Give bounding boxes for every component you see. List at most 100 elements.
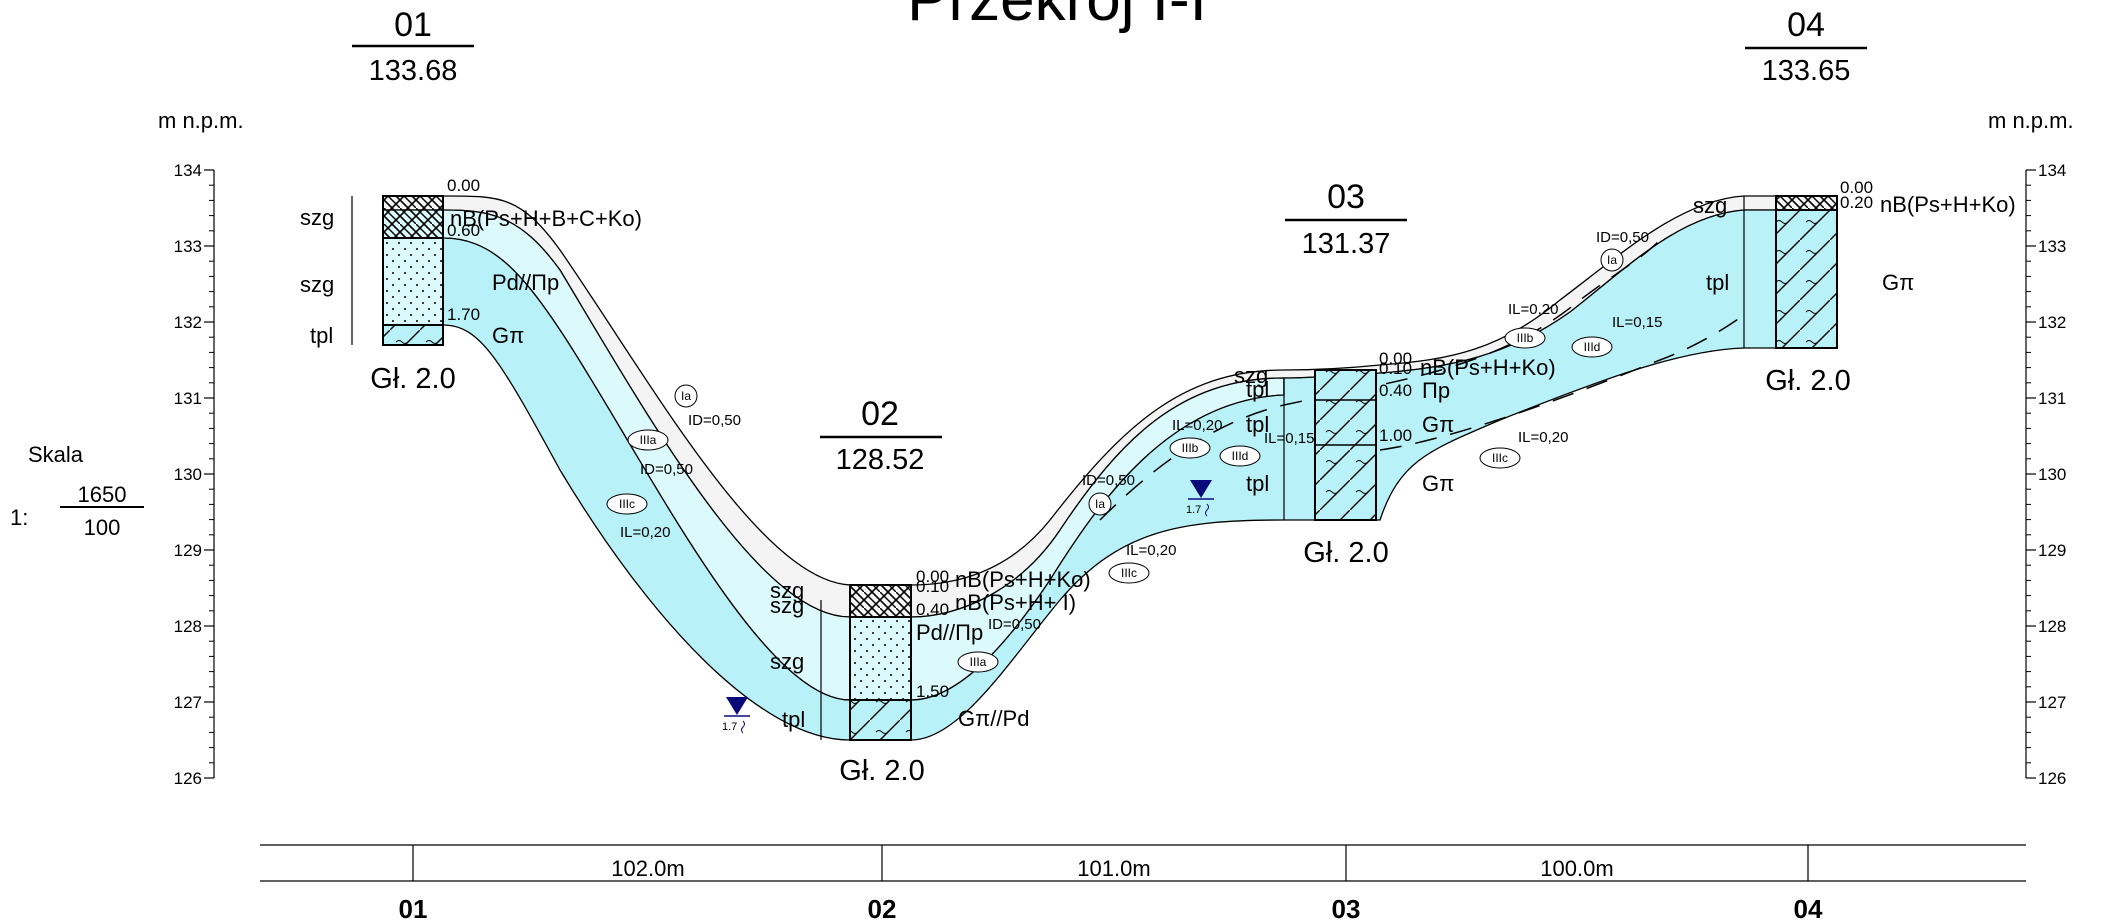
layer-label: tpl [1706, 270, 1729, 295]
distance-table: 102.0m 101.0m 100.0m 01 02 03 04 [260, 844, 2026, 924]
elevation-axis-right: 134 133 132 131 130 129 128 127 126 [2025, 161, 2066, 788]
layer-label: Pd//Пp [492, 270, 559, 295]
borehole-elevation: 131.37 [1302, 228, 1391, 260]
table-borehole-02: 02 [868, 894, 897, 919]
layer-label: Pd//Пp [916, 620, 983, 645]
borehole-03-depth: Gł. 2.0 [1303, 537, 1388, 569]
depth-marker: 0.10 [1379, 359, 1412, 378]
soil-code-ellipse [957, 651, 999, 673]
water-table-marker-2: 1.7 [1186, 480, 1214, 517]
soil-code-label: IIIa [970, 655, 987, 669]
axis-tick-label: 133 [174, 237, 202, 256]
axis-tick-label: 132 [2038, 313, 2066, 332]
axis-tick-label: 126 [2038, 769, 2066, 788]
soil-code-ellipse [1600, 248, 1624, 272]
distance-03-04: 100.0m [1540, 856, 1613, 881]
clay-block [382, 324, 444, 346]
depth-marker: 0.00 [1379, 349, 1412, 368]
axis-tick-label: 134 [2038, 161, 2066, 180]
soil-code-markers: Ia IIIa IIIc IIIa Ia IIIc IIIb IIId IIIc IIIb IIId… [606, 248, 1624, 673]
layer-label: Gπ [1422, 471, 1454, 496]
layer-label: tpl [1246, 412, 1269, 437]
borehole-02-header: 02 128.52 [820, 395, 942, 476]
soil-code-label: IIId [1584, 340, 1601, 354]
clay-block [1775, 209, 1838, 349]
borehole-02-depth: Gł. 2.0 [839, 755, 924, 787]
borehole-elevation: 133.65 [1762, 55, 1851, 87]
depth-marker: 1.00 [1379, 426, 1412, 445]
borehole-01-depth: Gł. 2.0 [370, 363, 455, 395]
layer-label: tpl [310, 323, 333, 348]
table-borehole-03: 03 [1332, 894, 1361, 919]
soil-code-label: IIIc [1492, 451, 1508, 465]
soil-code-label: IIIc [619, 497, 635, 511]
layer-label: Gπ//Pd [958, 706, 1029, 731]
sand-pattern [382, 237, 444, 326]
soil-code-ellipse [1088, 492, 1112, 516]
index-annotation: ID=0,50 [988, 616, 1041, 633]
soil-code-label: Ia [1095, 497, 1105, 511]
index-annotation: ID=0,50 [1082, 472, 1135, 489]
soil-code-ellipse [1219, 445, 1261, 467]
index-annotation: IL=0,15 [1612, 314, 1662, 331]
index-annotation: IL=0,20 [1518, 429, 1568, 446]
unit-label-right: m n.p.m. [1988, 108, 2074, 133]
water-level-label: 1.7 [722, 721, 737, 733]
depth-marker: 0.40 [1379, 381, 1412, 400]
water-level-label: 1.7 [1186, 504, 1201, 516]
axis-tick-label: 131 [174, 389, 202, 408]
water-table-marker-1: 1.7 [722, 697, 750, 734]
fill-soil-block [849, 584, 912, 618]
scale-label: Skala [28, 442, 84, 467]
soil-code-ellipse [606, 493, 648, 515]
borehole-elevation: 128.52 [836, 444, 925, 476]
axis-tick-label: 130 [174, 465, 202, 484]
axis-tick-label: 133 [2038, 237, 2066, 256]
fill-soil-block [1775, 195, 1838, 211]
borehole-01-header: 01 133.68 [352, 6, 474, 87]
borehole-03-header: 03 131.37 [1285, 178, 1407, 260]
soil-code-label: IIIb [1182, 441, 1199, 455]
table-borehole-04: 04 [1794, 894, 1823, 919]
soil-code-label: Ia [1607, 253, 1617, 267]
layer-label: Пp [1422, 378, 1450, 403]
layer-label: nB(Ps+H+Ko) [1880, 192, 2016, 217]
axis-tick-label: 132 [174, 313, 202, 332]
borehole-02-column [820, 584, 912, 741]
depth-marker: 0.00 [916, 567, 949, 586]
layer-label: nB(Ps+H+ I) [955, 590, 1076, 615]
index-annotation: ID=0,50 [688, 412, 741, 429]
axis-tick-label: 129 [174, 541, 202, 560]
depth-marker: 1.70 [447, 305, 480, 324]
water-wave [741, 720, 745, 734]
axis-tick-label: 128 [174, 617, 202, 636]
layer-label: nB(Ps+H+B+C+Ko) [450, 206, 642, 231]
index-annotation: IL=0,20 [1126, 542, 1176, 559]
index-annotation: IL=0,20 [1508, 301, 1558, 318]
scale-numerator: 1650 [78, 482, 127, 507]
depth-marker: 0.00 [1840, 178, 1873, 197]
soil-code-ellipse [1571, 336, 1613, 358]
unit-label-left: m n.p.m. [158, 108, 244, 133]
soil-code-ellipse [1504, 327, 1546, 349]
layer-label: szg [770, 578, 804, 603]
axis-tick-label: 128 [2038, 617, 2066, 636]
layer-label: tpl [782, 707, 805, 732]
scale-prefix: 1: [10, 505, 28, 530]
axis-tick-label: 130 [2038, 465, 2066, 484]
layer-label: szg [1693, 193, 1727, 218]
depth-marker: 0.00 [447, 176, 480, 195]
axis-tick-label: 131 [2038, 389, 2066, 408]
layer-label: Gπ [1882, 270, 1914, 295]
water-wave [1205, 503, 1209, 517]
depth-marker: 0.60 [447, 221, 480, 240]
depth-marker: 1.50 [916, 682, 949, 701]
soil-code-label: IIIa [640, 433, 657, 447]
borehole-04-column [1743, 195, 1838, 349]
index-annotation: ID=0,50 [640, 461, 693, 478]
layer-label: Gπ [1422, 412, 1454, 437]
soil-code-ellipse [1479, 447, 1521, 469]
borehole-id: 04 [1787, 6, 1825, 44]
layer-label: nB(Ps+H+Ko) [955, 567, 1091, 592]
